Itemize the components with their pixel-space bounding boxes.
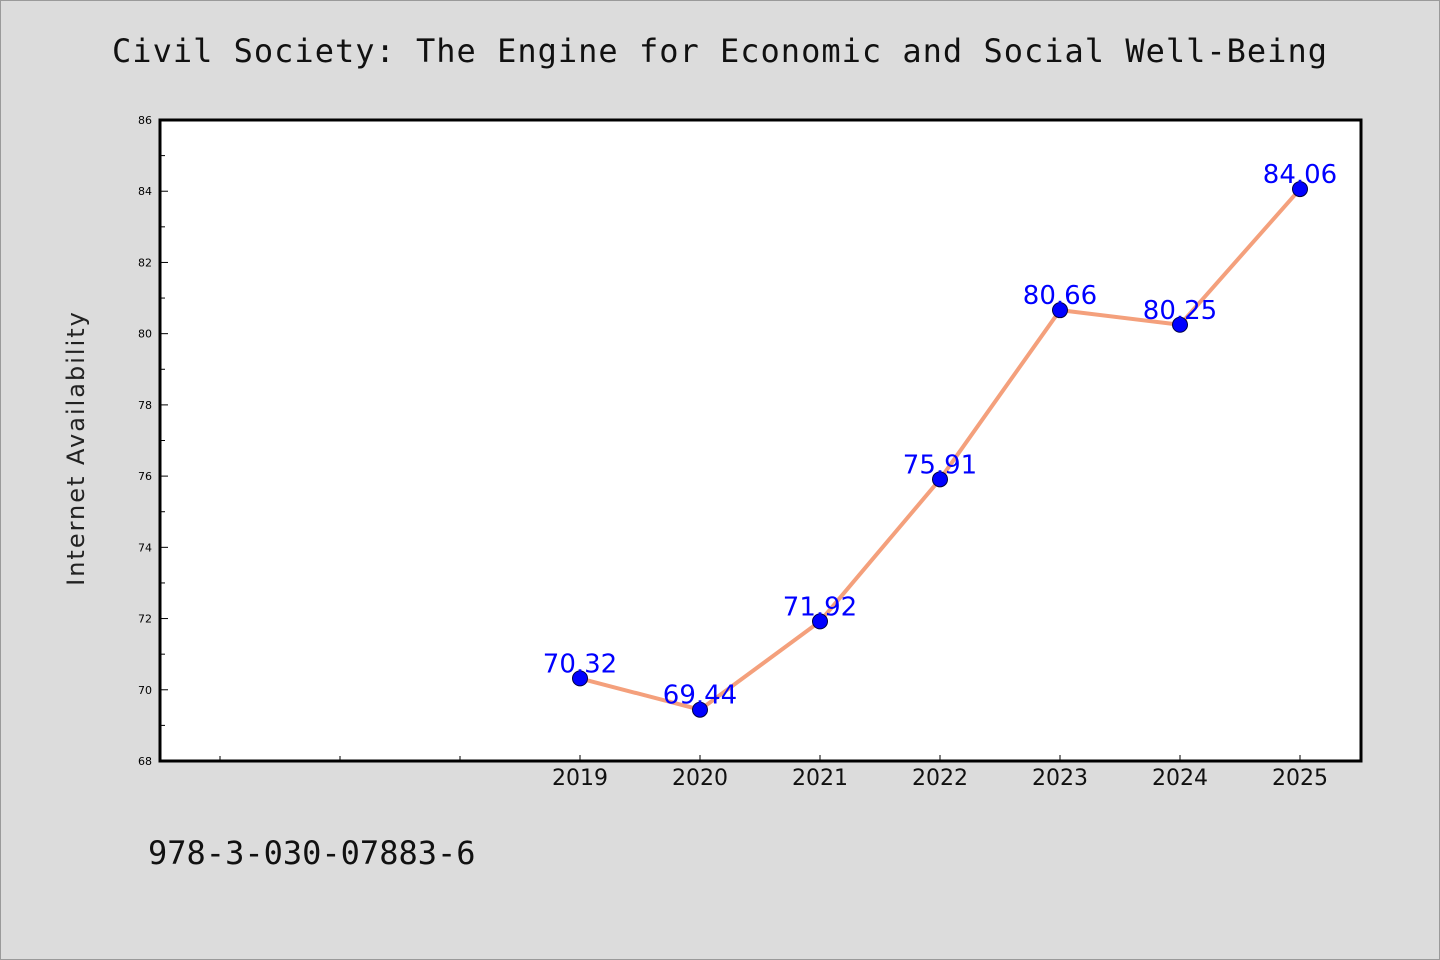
data-label: 84.06 (1263, 160, 1337, 190)
data-point-marker (812, 613, 828, 630)
data-label: 71.92 (783, 592, 857, 622)
data-label: 80.66 (1023, 281, 1097, 311)
y-tick-label: 82 (138, 256, 152, 269)
plot-area (158, 118, 1363, 763)
series-layer: 70.32 69.44 71.92 75.91 80.66 80.25 84.06 (543, 160, 1337, 718)
y-tick-label: 68 (138, 755, 152, 768)
y-tick-label: 84 (138, 185, 152, 198)
data-label: 69.44 (663, 681, 737, 711)
data-label: 75.91 (903, 450, 977, 480)
data-point-marker (1052, 302, 1068, 319)
data-point-marker (1292, 181, 1308, 198)
y-tick-label: 86 (138, 114, 152, 127)
x-tick-label: 2023 (1032, 766, 1088, 791)
x-axis: 2019 2020 2021 2022 2023 2024 2025 (219, 755, 1328, 791)
data-point-marker (572, 670, 588, 687)
data-point-marker (692, 701, 708, 718)
y-tick-label: 70 (138, 684, 152, 697)
x-tick-label: 2020 (672, 766, 728, 791)
x-tick-label: 2022 (912, 766, 968, 791)
y-tick-label: 76 (138, 470, 152, 483)
y-tick-label: 72 (138, 613, 152, 626)
data-label: 70.32 (543, 649, 617, 679)
x-tick-label: 2025 (1272, 766, 1328, 791)
y-tick-label: 78 (138, 399, 152, 412)
data-label: 80.25 (1143, 296, 1217, 326)
isbn-footnote: 978-3-030-07883-6 (148, 834, 476, 872)
y-tick-label: 74 (138, 541, 152, 554)
y-axis: 68 70 72 74 76 78 80 82 84 86 (138, 114, 168, 768)
x-tick-label: 2024 (1152, 766, 1208, 791)
y-tick-label: 80 (138, 328, 152, 341)
x-tick-label: 2019 (552, 766, 608, 791)
chart-title: Civil Society: The Engine for Economic a… (112, 32, 1328, 70)
data-point-marker (932, 471, 948, 488)
data-point-marker (1172, 316, 1188, 333)
x-tick-label: 2021 (792, 766, 848, 791)
